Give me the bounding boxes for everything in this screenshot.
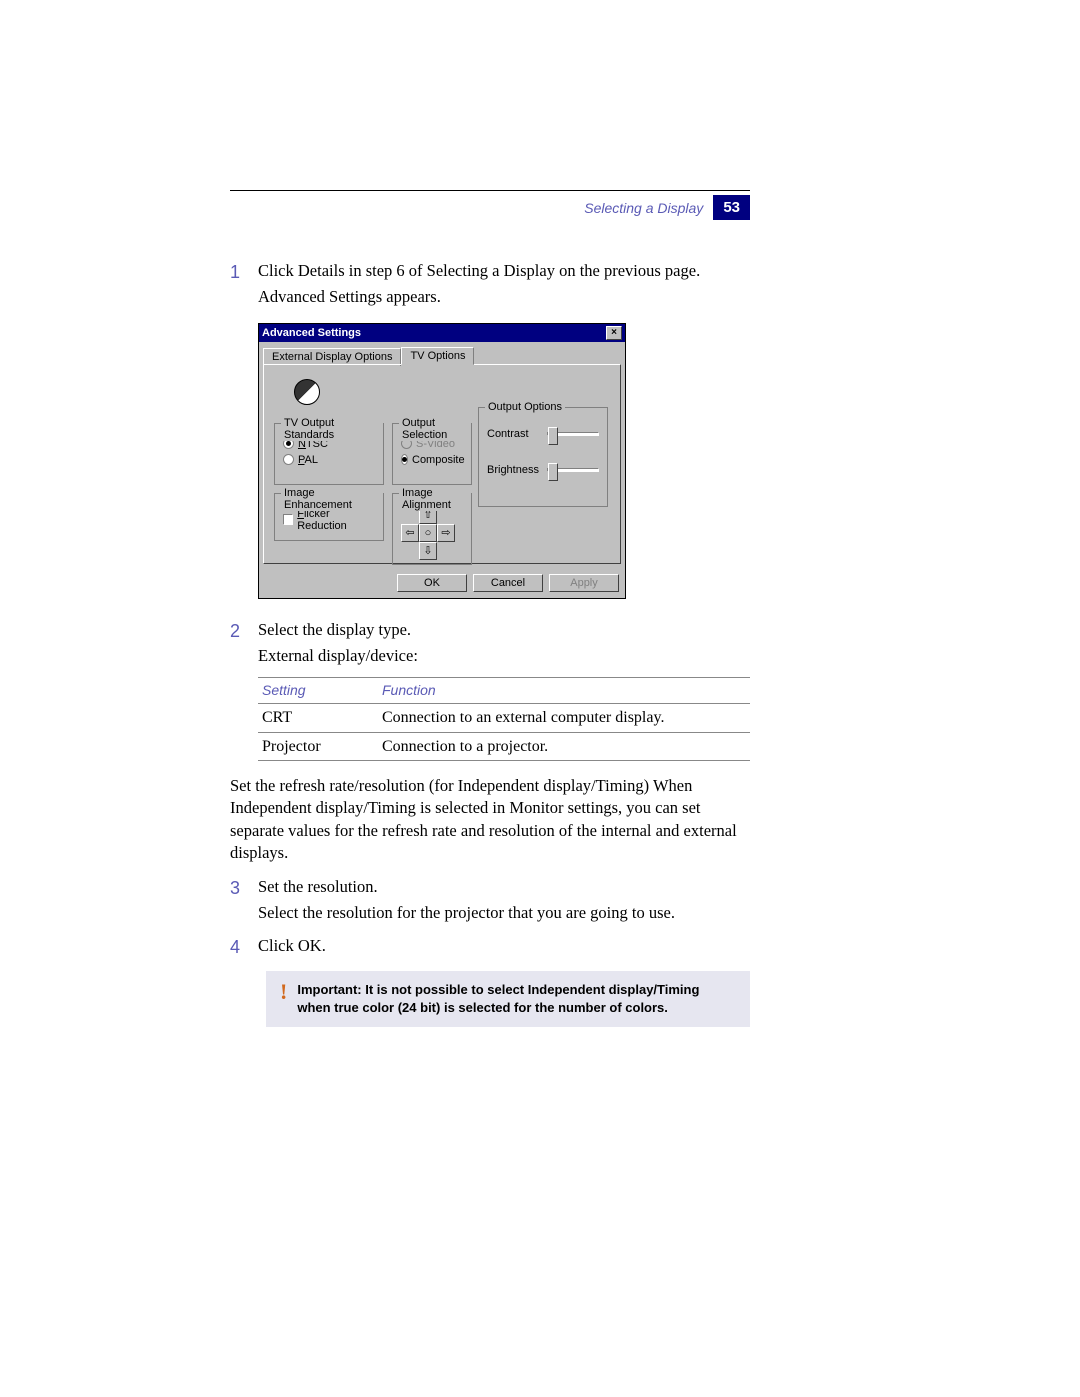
page-content: Selecting a Display 53 1 Click Details i… <box>230 190 750 1027</box>
dialog-tabs: External Display Options TV Options <box>263 346 621 364</box>
radio-composite[interactable]: Composite <box>401 454 463 466</box>
tab-panel: TV Output Standards NTSC PAL Output Sele… <box>263 364 621 564</box>
slider-track <box>547 432 599 436</box>
contrast-label: Contrast <box>487 428 539 440</box>
slider-brightness[interactable]: Brightness <box>487 464 599 476</box>
table-row: Projector Connection to a projector. <box>258 732 750 761</box>
dialog-title: Advanced Settings <box>262 327 361 339</box>
step-3: 3 Set the resolution. Select the resolut… <box>230 876 750 929</box>
slider-track <box>547 468 599 472</box>
group-tv-output-standards: TV Output Standards NTSC PAL <box>274 423 384 485</box>
step-4: 4 Click OK. <box>230 935 750 961</box>
step-2-line1: Select the display type. <box>258 619 750 641</box>
important-note: ! Important: It is not possible to selec… <box>266 971 750 1027</box>
step-1-number: 1 <box>230 260 244 313</box>
legend-tv-std: TV Output Standards <box>281 417 383 441</box>
apply-button: Apply <box>549 574 619 592</box>
pal-r: AL <box>305 454 318 466</box>
group-image-alignment: Image Alignment ⇧ ⇦ ○ ⇨ ⇩ <box>392 493 472 565</box>
step-2: 2 Select the display type. External disp… <box>230 619 750 672</box>
tab-tv-options[interactable]: TV Options <box>401 347 474 365</box>
checkbox-icon <box>283 514 293 525</box>
ok-button[interactable]: OK <box>397 574 467 592</box>
arrow-center-icon[interactable]: ○ <box>419 524 437 542</box>
step-2-line2: External display/device: <box>258 645 750 667</box>
radio-icon <box>283 454 294 465</box>
step-3-line1: Set the resolution. <box>258 876 750 898</box>
check-flicker-reduction[interactable]: Flicker Reduction <box>283 508 375 532</box>
step-1-body: Click Details in step 6 of Selecting a D… <box>258 260 750 313</box>
legend-out-opt: Output Options <box>485 401 565 413</box>
warning-icon: ! <box>280 981 287 1017</box>
arrow-right-icon[interactable]: ⇨ <box>437 524 455 542</box>
table-wrap: Setting Function CRT Connection to an ex… <box>258 677 750 761</box>
step-4-number: 4 <box>230 935 244 961</box>
cell-function: Connection to an external computer displ… <box>378 703 750 732</box>
cell-function: Connection to a projector. <box>378 732 750 761</box>
slider-contrast[interactable]: Contrast <box>487 428 599 440</box>
th-function: Function <box>378 678 750 704</box>
composite-label: Composite <box>412 454 465 466</box>
step-2-body: Select the display type. External displa… <box>258 619 750 672</box>
step-1-line2: Advanced Settings appears. <box>258 286 750 308</box>
advanced-settings-dialog: Advanced Settings × External Display Opt… <box>258 323 626 599</box>
cell-setting: Projector <box>258 732 378 761</box>
step-2-number: 2 <box>230 619 244 672</box>
cancel-button[interactable]: Cancel <box>473 574 543 592</box>
legend-out-sel: Output Selection <box>399 417 471 441</box>
step-3-number: 3 <box>230 876 244 929</box>
step-1-line1: Click Details in step 6 of Selecting a D… <box>258 260 750 282</box>
arrow-down-icon[interactable]: ⇩ <box>419 542 437 560</box>
radio-icon <box>401 454 408 465</box>
group-output-options: Output Options Contrast Brightness <box>478 407 608 507</box>
dialog-button-row: OK Cancel Apply <box>259 568 625 598</box>
dialog-titlebar: Advanced Settings × <box>259 324 625 342</box>
group-image-enhancement: Image Enhancement Flicker Reduction <box>274 493 384 541</box>
flicker-r: licker Reduction <box>297 508 347 532</box>
step-3-body: Set the resolution. Select the resolutio… <box>258 876 750 929</box>
step-1: 1 Click Details in step 6 of Selecting a… <box>230 260 750 313</box>
arrow-left-icon[interactable]: ⇦ <box>401 524 419 542</box>
close-icon[interactable]: × <box>606 326 622 340</box>
note-text: Important: It is not possible to select … <box>297 981 736 1017</box>
group-output-selection: Output Selection S-Video Composite <box>392 423 472 485</box>
legend-img-align: Image Alignment <box>399 487 471 511</box>
slider-thumb[interactable] <box>548 463 558 481</box>
step-4-body: Click OK. <box>258 935 750 961</box>
arrow-pad: ⇧ ⇦ ○ ⇨ ⇩ <box>401 506 463 560</box>
slider-thumb[interactable] <box>548 427 558 445</box>
refresh-paragraph: Set the refresh rate/resolution (for Ind… <box>230 775 750 864</box>
legend-img-enh: Image Enhancement <box>281 487 383 511</box>
step-4-line1: Click OK. <box>258 935 750 957</box>
dialog-screenshot: Advanced Settings × External Display Opt… <box>258 323 750 599</box>
settings-table: Setting Function CRT Connection to an ex… <box>258 677 750 761</box>
radio-pal[interactable]: PAL <box>283 454 375 466</box>
display-icon <box>294 379 320 405</box>
brightness-label: Brightness <box>487 464 539 476</box>
note-bold: Important: It is not possible to select … <box>297 982 699 1015</box>
page-number: 53 <box>713 195 750 220</box>
page-header: Selecting a Display 53 <box>230 190 750 220</box>
header-title: Selecting a Display <box>584 200 703 216</box>
step-3-line2: Select the resolution for the projector … <box>258 902 750 924</box>
th-setting: Setting <box>258 678 378 704</box>
table-row: CRT Connection to an external computer d… <box>258 703 750 732</box>
cell-setting: CRT <box>258 703 378 732</box>
